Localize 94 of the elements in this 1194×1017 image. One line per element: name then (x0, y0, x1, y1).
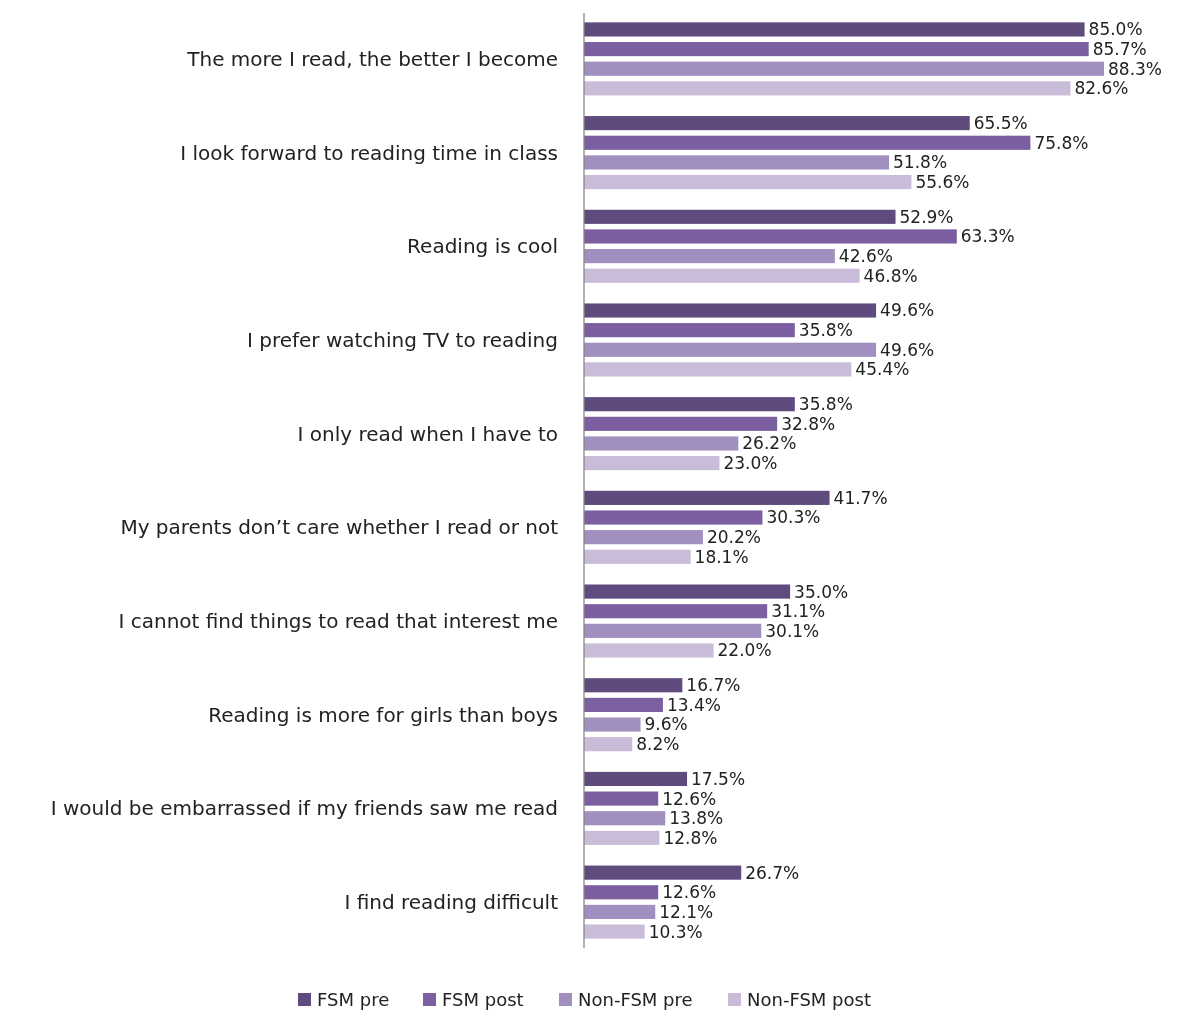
bar (584, 81, 1071, 96)
bar (584, 604, 768, 619)
data-label: 17.5% (691, 768, 746, 789)
data-label: 42.6% (838, 246, 893, 267)
data-label: 52.9% (899, 206, 954, 227)
bar (584, 397, 795, 412)
bar (584, 209, 896, 224)
bar (584, 436, 739, 451)
bar (584, 678, 683, 693)
data-label: 35.8% (798, 394, 853, 415)
bar (584, 904, 656, 919)
data-label: 22.0% (717, 640, 772, 661)
bar (584, 342, 877, 357)
data-label: 12.1% (659, 901, 714, 922)
data-label: 18.1% (694, 546, 749, 567)
data-label: 35.0% (794, 581, 849, 602)
y-tick-label: I look forward to reading time in class (180, 140, 558, 165)
bar (584, 885, 659, 900)
bar (584, 924, 645, 939)
data-label: 85.0% (1088, 19, 1143, 40)
y-tick-label: I prefer watching TV to reading (246, 327, 558, 352)
data-label: 82.6% (1074, 78, 1129, 99)
data-label: 63.3% (960, 226, 1015, 247)
y-tick-label: I find reading difficult (344, 890, 559, 915)
data-label: 46.8% (863, 265, 918, 286)
bar (584, 155, 890, 170)
bar (584, 771, 688, 787)
bar (584, 830, 660, 845)
data-label: 23.0% (723, 453, 778, 474)
bar (584, 737, 633, 752)
bar (584, 530, 703, 545)
legend-label: FSM pre (317, 989, 390, 1010)
bar (584, 643, 714, 658)
data-label: 49.6% (880, 300, 935, 321)
legend-label: Non-FSM post (747, 989, 871, 1010)
data-label: 10.3% (648, 921, 703, 942)
data-label: 41.7% (833, 487, 888, 508)
data-label: 16.7% (686, 675, 741, 696)
bar (584, 791, 659, 806)
bar (584, 456, 720, 471)
y-tick-label: The more I read, the better I become (186, 46, 558, 71)
bar (584, 490, 830, 505)
data-label: 45.4% (855, 359, 910, 380)
data-label: 26.2% (742, 433, 797, 454)
bar (584, 135, 1031, 150)
y-tick-label: Reading is more for girls than boys (208, 702, 558, 727)
bar (584, 42, 1089, 57)
data-label: 12.8% (663, 827, 718, 848)
y-tick-label: I cannot find things to read that interest me (118, 609, 558, 634)
bar (584, 22, 1085, 37)
bar (584, 116, 970, 131)
data-label: 20.2% (706, 527, 761, 548)
bar (584, 584, 791, 599)
data-label: 30.1% (765, 620, 820, 641)
bar (584, 717, 641, 732)
data-label: 13.4% (666, 694, 721, 715)
data-label: 12.6% (662, 788, 717, 809)
data-label: 51.8% (893, 152, 948, 173)
legend-label: FSM post (442, 989, 524, 1010)
bar (584, 268, 860, 283)
data-label: 49.6% (880, 339, 935, 360)
data-label: 65.5% (973, 113, 1028, 134)
data-label: 35.8% (798, 320, 853, 341)
data-label: 8.2% (636, 734, 680, 755)
data-label: 13.8% (669, 808, 724, 829)
data-label: 9.6% (644, 714, 688, 735)
data-label: 75.8% (1034, 132, 1089, 153)
bar (584, 549, 691, 564)
bar (584, 249, 835, 264)
bar (584, 623, 762, 638)
data-label: 88.3% (1108, 58, 1163, 79)
legend-label: Non-FSM pre (578, 989, 693, 1010)
bar (584, 416, 778, 431)
data-label: 30.3% (766, 507, 821, 528)
data-label: 55.6% (915, 172, 970, 193)
bar (584, 362, 852, 377)
y-tick-label: Reading is cool (407, 234, 558, 259)
bar (584, 174, 912, 190)
y-tick-label: I only read when I have to (297, 421, 558, 446)
data-label: 26.7% (745, 862, 800, 883)
bar (584, 811, 666, 826)
y-tick-label: I would be embarrassed if my friends saw me read (50, 796, 558, 821)
data-label: 32.8% (781, 413, 836, 434)
bar (584, 697, 663, 712)
data-label: 12.6% (662, 882, 717, 903)
bar (584, 865, 742, 880)
data-label: 31.1% (771, 601, 826, 622)
data-label: 85.7% (1092, 39, 1147, 60)
bar (584, 303, 877, 318)
bar (584, 61, 1104, 76)
y-tick-label: My parents don’t care whether I read or not (120, 515, 559, 540)
bar (584, 323, 795, 338)
bar (584, 229, 957, 244)
bar (584, 510, 763, 525)
